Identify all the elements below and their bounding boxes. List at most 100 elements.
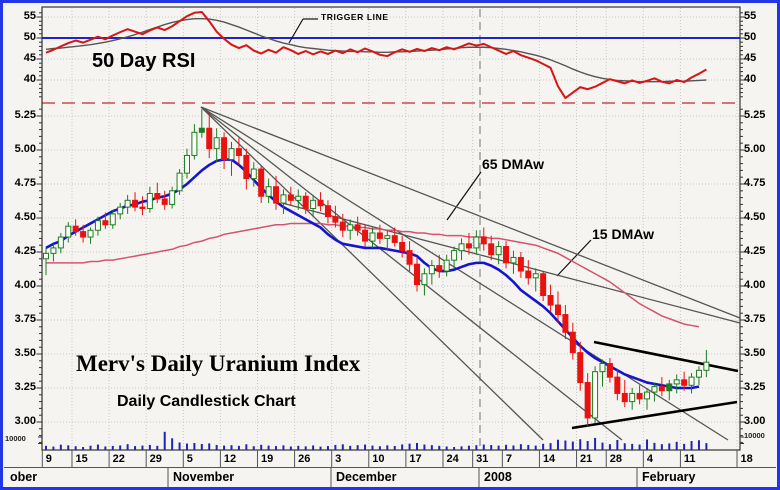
volume-bar [690,441,693,450]
candle-body [621,392,628,403]
candle-body [183,154,190,174]
candle-body [132,199,139,208]
volume-bar [304,446,307,450]
volume-bar [697,440,700,450]
candle-body [317,199,324,207]
candle-body [510,256,517,264]
volume-bar [275,446,278,450]
volume-bar [571,441,574,450]
candle-body [139,206,146,209]
wedge-upper [593,340,739,373]
volume-bar [267,445,270,450]
candle-body [154,193,161,200]
week-tick-label: 15 [75,453,88,465]
candle-body [384,235,391,239]
candle-body [681,379,688,386]
candle-body [525,270,532,279]
volume-bar [163,431,166,450]
volume-bar [556,439,559,450]
candle-body [161,198,168,205]
fan-line-1 [200,106,741,319]
volume-bar [542,443,545,450]
rsi-axis-label-left: 55 [23,10,36,22]
volume-bar [67,445,70,450]
volume-bar [260,444,263,450]
fan-line-3 [200,106,623,441]
candle-body [362,229,369,242]
volume-bar [453,447,456,450]
volume-bar [96,444,99,450]
volume-bar [104,446,107,450]
rsi-axis-label-right: 50 [744,31,757,43]
candle-body [94,220,101,231]
volume-bar [148,444,151,450]
volume-bar [430,445,433,450]
candle-body [332,216,339,223]
volume-bar [460,446,463,450]
volume-bar [653,442,656,450]
volume-bar [193,442,196,450]
candle-body [109,213,116,226]
price-axis-label-right: 3.25 [744,381,766,393]
candle-body [473,236,480,249]
volume-bar [245,444,248,450]
candle-body [428,265,435,275]
volume-bar [534,445,537,450]
candle-body [287,194,294,201]
volume-bar [341,444,344,450]
candle-body [57,236,64,249]
ma15-label: 15 DMAw [592,226,654,242]
price-axis-label-right: 4.25 [744,245,766,257]
volume-bar [134,446,137,450]
volume-bar [549,443,552,450]
candle-body [324,205,331,218]
week-tick-label: 14 [542,453,556,465]
ma65-pointer [446,171,482,221]
volume-bar [408,443,411,450]
volume-bar [579,439,582,450]
volume-bar [497,445,500,450]
ma15-pointer [556,239,592,277]
volume-bar [601,442,604,450]
volume-bar [349,445,352,450]
volume-bar [527,444,530,450]
candle-body [562,314,569,333]
candle-body [569,331,576,354]
month-label: December [336,470,397,484]
candle-body [206,127,213,150]
volume-bar [371,445,374,450]
candle-body [347,224,354,231]
fan-line-4 [200,106,544,441]
volume-bar [237,445,240,450]
candle-body [658,386,665,392]
volume-bar [512,445,515,450]
candle-body [414,263,420,286]
volume-axis-label-right: 10000 [744,431,765,440]
candle-body [124,199,131,208]
candle-body [703,361,710,371]
candle-body [87,229,94,238]
volume-bar [401,444,404,450]
volume-bar [334,444,337,450]
volume-bar [386,445,389,450]
volume-bar [45,445,47,450]
rsi-panel-title: 50 Day RSI [92,50,196,72]
volume-bar [564,440,567,450]
candle-body [235,148,242,156]
volume-bar [126,444,129,450]
volume-axis-label-left: 10000 [5,434,26,443]
rsi-axis-label-right: 45 [744,52,757,64]
volume-bar [519,444,522,450]
candle-body [540,273,547,297]
volume-bar [252,446,255,450]
month-label: November [173,470,235,484]
candle-body [258,168,265,197]
ma65-label: 65 DMAw [482,156,544,172]
candle-body [436,265,443,272]
week-tick-label: 10 [372,453,385,465]
price-axis-label-left: 3.00 [14,415,36,427]
volume-bar [282,445,285,450]
